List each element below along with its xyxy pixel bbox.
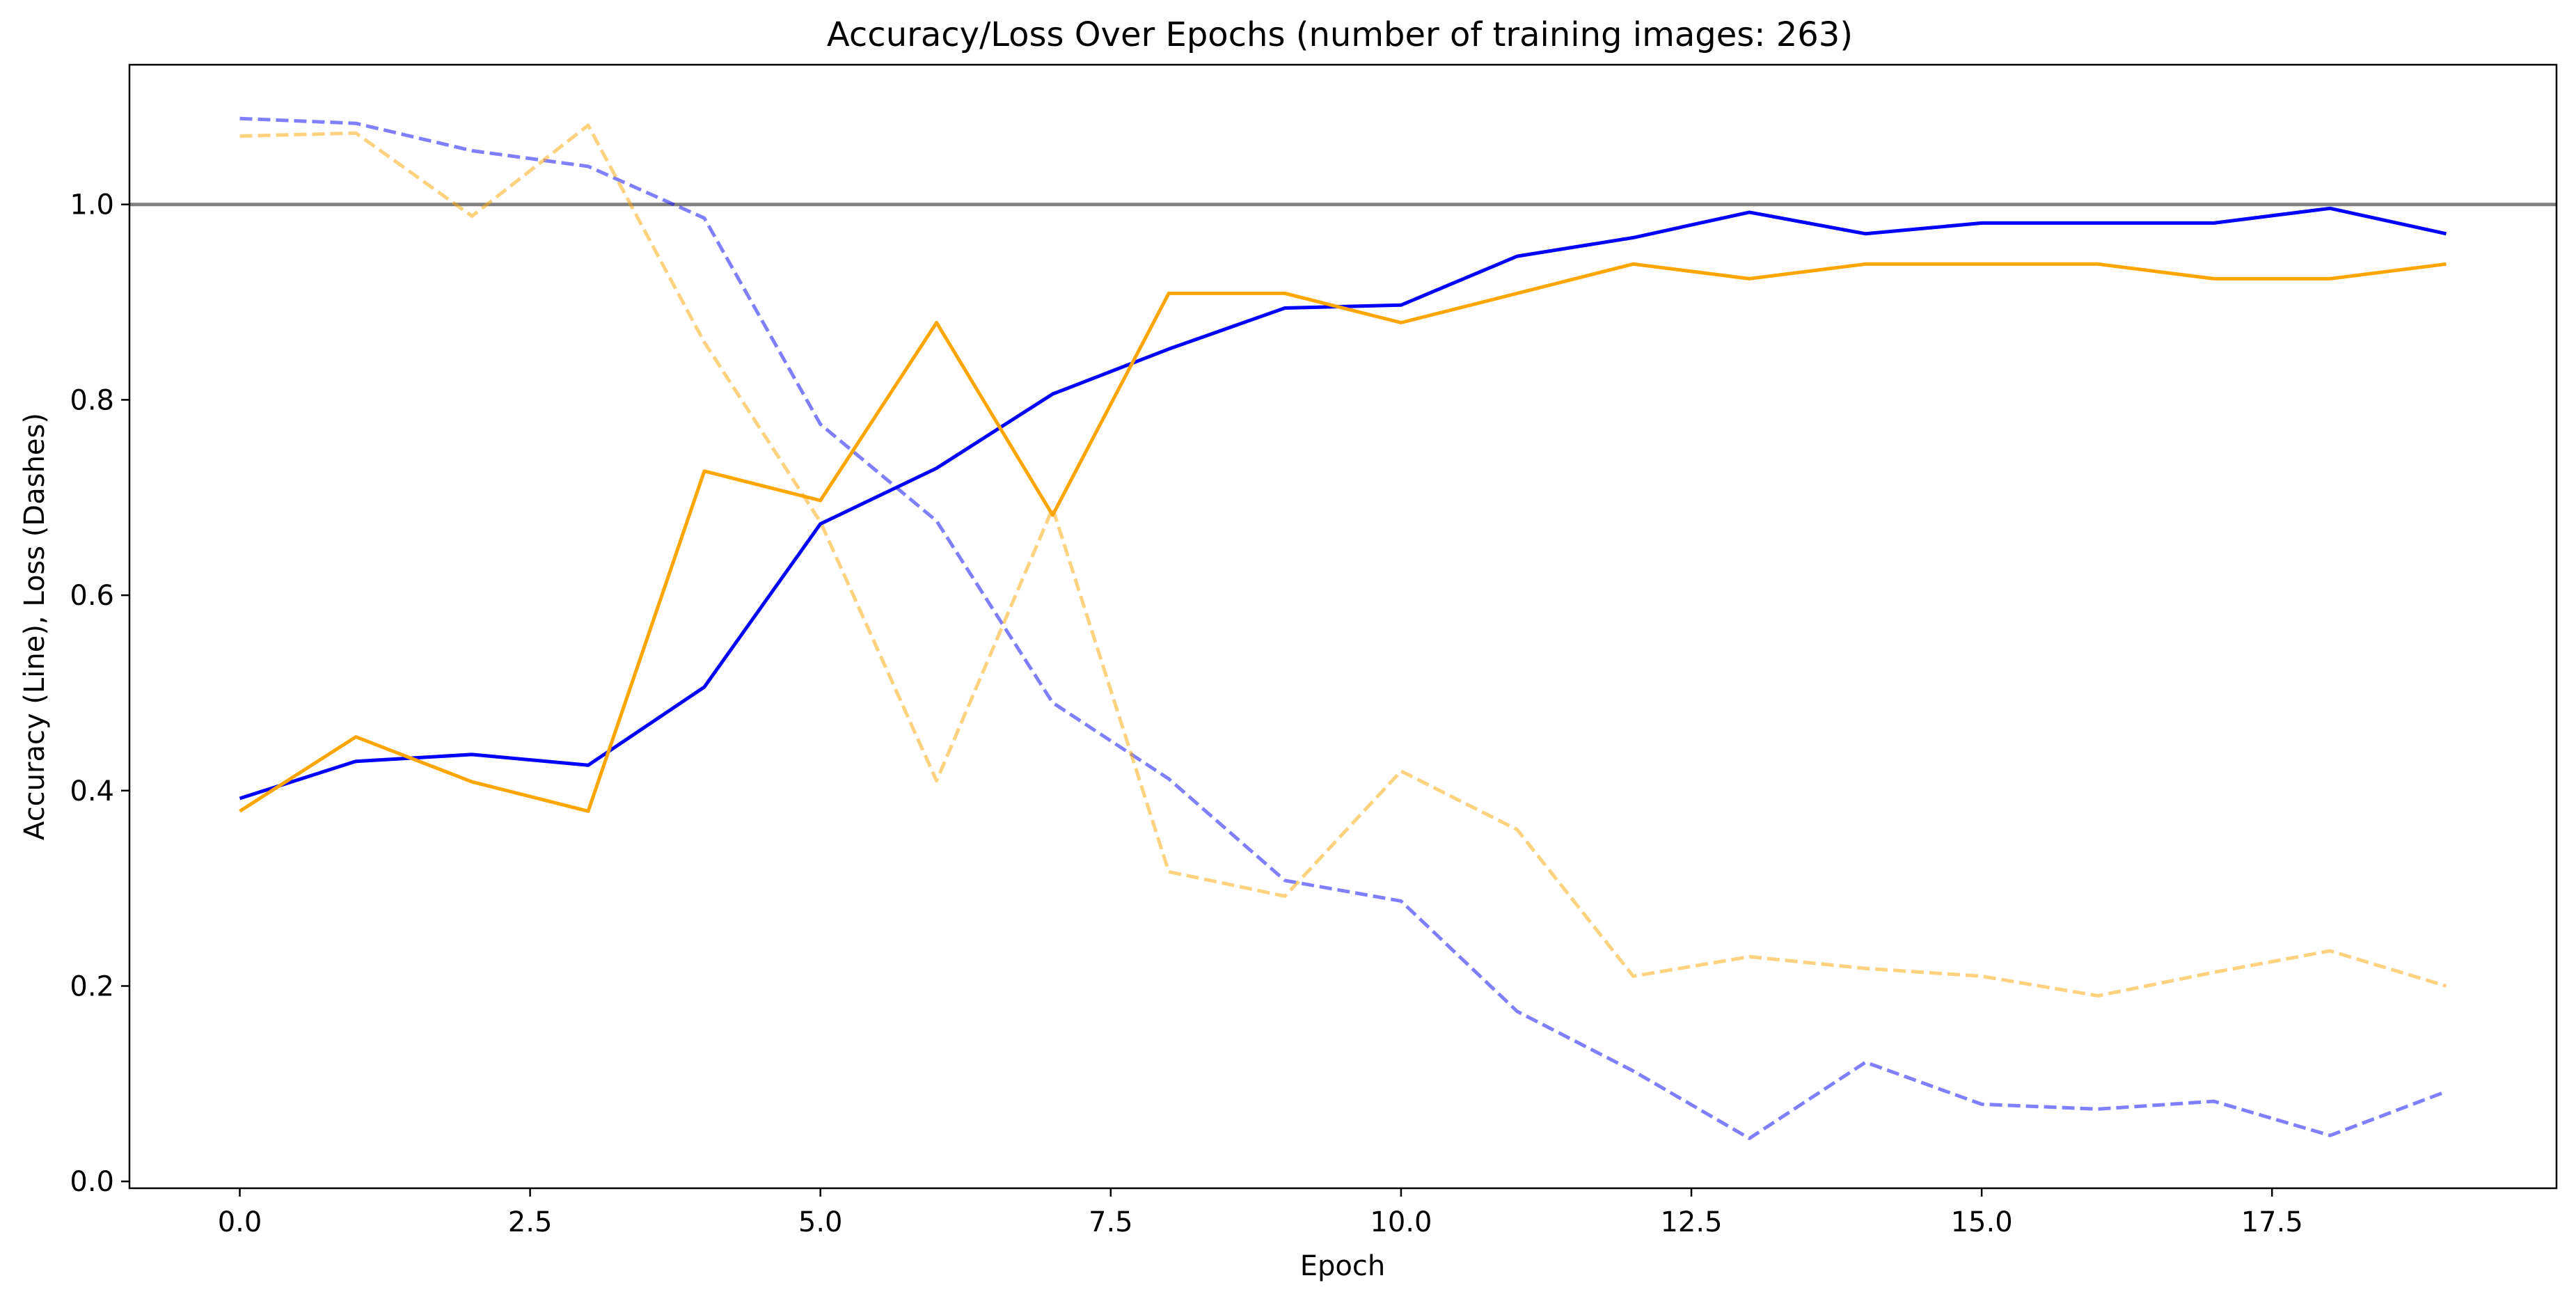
y-tick-label: 1.0 xyxy=(70,189,114,221)
x-tick-label: 17.5 xyxy=(2241,1206,2303,1238)
chart-title: Accuracy/Loss Over Epochs (number of tra… xyxy=(827,15,1853,54)
x-tick-label: 2.5 xyxy=(508,1206,553,1238)
accuracy-line-orange xyxy=(239,262,2447,813)
y-axis-ticks: 0.0 0.2 0.4 0.6 0.8 1.0 xyxy=(70,189,129,1198)
x-tick-label: 12.5 xyxy=(1660,1206,1722,1238)
series-lines xyxy=(239,116,2447,1140)
y-tick-label: 0.8 xyxy=(70,384,114,416)
x-tick-label: 0.0 xyxy=(218,1206,262,1238)
x-tick-label: 15.0 xyxy=(1951,1206,2013,1238)
x-tick-label: 7.5 xyxy=(1089,1206,1133,1238)
x-axis-label: Epoch xyxy=(1300,1250,1385,1282)
y-tick-label: 0.6 xyxy=(70,580,114,612)
y-axis-label: Accuracy (Line), Loss (Dashes) xyxy=(19,413,51,840)
x-tick-label: 10.0 xyxy=(1370,1206,1432,1238)
y-tick-label: 0.2 xyxy=(70,970,114,1002)
loss-line-orange xyxy=(239,123,2447,998)
y-tick-label: 0.0 xyxy=(70,1166,114,1198)
x-tick-label: 5.0 xyxy=(798,1206,843,1238)
y-tick-label: 0.4 xyxy=(70,775,114,807)
x-axis-ticks: 0.0 2.5 5.0 7.5 10.0 12.5 15.0 17.5 xyxy=(218,1188,2303,1238)
plot-frame xyxy=(128,63,2558,1190)
loss-line-blue xyxy=(239,116,2447,1140)
